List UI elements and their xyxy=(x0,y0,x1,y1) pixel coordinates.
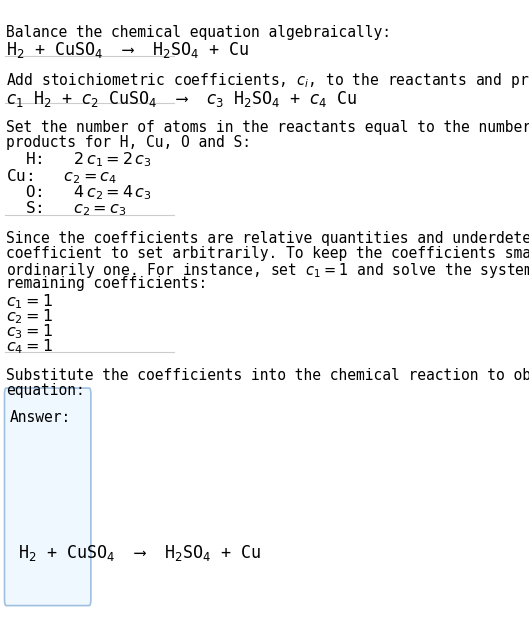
FancyBboxPatch shape xyxy=(5,388,91,606)
Text: H$_2$ + CuSO$_4$  ⟶  H$_2$SO$_4$ + Cu: H$_2$ + CuSO$_4$ ⟶ H$_2$SO$_4$ + Cu xyxy=(19,544,261,564)
Text: S:   $c_2 = c_3$: S: $c_2 = c_3$ xyxy=(6,199,126,218)
Text: coefficient to set arbitrarily. To keep the coefficients small, the arbitrary va: coefficient to set arbitrarily. To keep … xyxy=(6,246,529,261)
Text: $c_4 = 1$: $c_4 = 1$ xyxy=(6,337,53,356)
Text: O:   $4\,c_2 = 4\,c_3$: O: $4\,c_2 = 4\,c_3$ xyxy=(6,183,152,202)
Text: H:   $2\,c_1 = 2\,c_3$: H: $2\,c_1 = 2\,c_3$ xyxy=(6,150,152,169)
Text: Set the number of atoms in the reactants equal to the number of atoms in the: Set the number of atoms in the reactants… xyxy=(6,120,529,135)
Text: Answer:: Answer: xyxy=(10,410,71,425)
Text: $c_2 = 1$: $c_2 = 1$ xyxy=(6,307,53,326)
Text: Add stoichiometric coefficients, $c_i$, to the reactants and products:: Add stoichiometric coefficients, $c_i$, … xyxy=(6,71,529,90)
Text: products for H, Cu, O and S:: products for H, Cu, O and S: xyxy=(6,135,251,149)
Text: ordinarily one. For instance, set $c_1 = 1$ and solve the system of equations fo: ordinarily one. For instance, set $c_1 =… xyxy=(6,261,529,280)
Text: $c_1$ H$_2$ + $c_2$ CuSO$_4$  ⟶  $c_3$ H$_2$SO$_4$ + $c_4$ Cu: $c_1$ H$_2$ + $c_2$ CuSO$_4$ ⟶ $c_3$ H$_… xyxy=(6,88,358,108)
Text: H$_2$ + CuSO$_4$  ⟶  H$_2$SO$_4$ + Cu: H$_2$ + CuSO$_4$ ⟶ H$_2$SO$_4$ + Cu xyxy=(6,40,249,60)
Text: Cu:   $c_2 = c_4$: Cu: $c_2 = c_4$ xyxy=(6,167,117,186)
Text: $c_3 = 1$: $c_3 = 1$ xyxy=(6,322,53,341)
Text: remaining coefficients:: remaining coefficients: xyxy=(6,277,207,291)
Text: Since the coefficients are relative quantities and underdetermined, choose a: Since the coefficients are relative quan… xyxy=(6,231,529,246)
Text: $c_1 = 1$: $c_1 = 1$ xyxy=(6,292,53,311)
Text: Substitute the coefficients into the chemical reaction to obtain the balanced: Substitute the coefficients into the che… xyxy=(6,368,529,383)
Text: equation:: equation: xyxy=(6,383,85,398)
Text: Balance the chemical equation algebraically:: Balance the chemical equation algebraica… xyxy=(6,24,391,40)
